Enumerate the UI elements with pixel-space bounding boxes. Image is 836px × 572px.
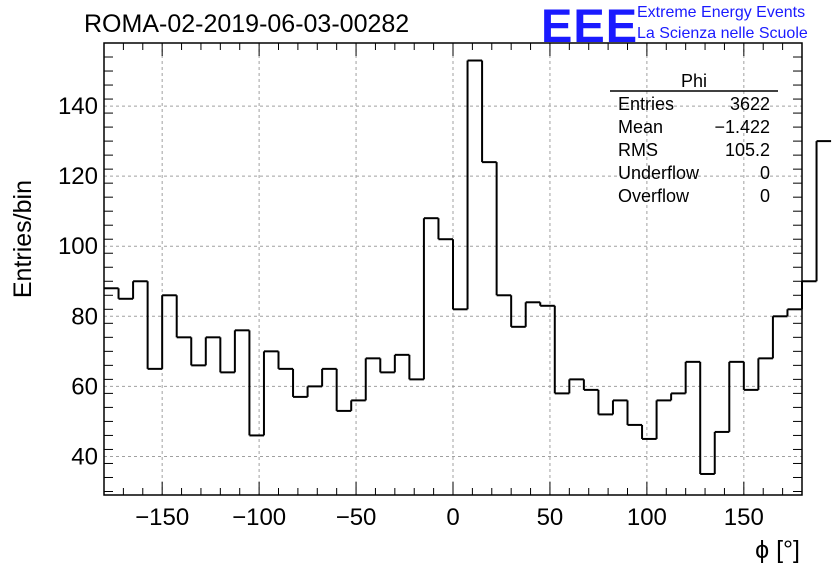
histogram-bin xyxy=(146,281,163,370)
histogram-bin xyxy=(117,288,134,300)
histogram-bin xyxy=(408,354,424,381)
histogram-bin xyxy=(582,379,599,391)
histogram-bin xyxy=(161,294,177,369)
stats-label: Mean xyxy=(618,117,663,137)
histogram-bin xyxy=(466,59,483,310)
stats-label: Underflow xyxy=(618,163,700,183)
histogram-bin xyxy=(728,360,744,432)
histogram-bin xyxy=(364,357,381,401)
histogram-bin xyxy=(452,239,468,311)
histogram-bin xyxy=(321,367,337,387)
stats-value: 105.2 xyxy=(725,140,770,160)
histogram-bin xyxy=(277,351,294,370)
y-tick-label: 80 xyxy=(71,303,98,330)
y-tick-label: 100 xyxy=(58,233,98,260)
histogram-bin xyxy=(670,392,686,401)
x-tick-label: 150 xyxy=(724,504,764,531)
histogram-bin xyxy=(713,430,730,474)
histogram-bin xyxy=(539,302,555,307)
stats-value: 0 xyxy=(760,163,770,183)
histogram-bin xyxy=(132,280,148,299)
histogram-series xyxy=(104,59,832,475)
histogram-bin xyxy=(350,399,366,411)
histogram-bin xyxy=(742,361,759,391)
histogram-bin xyxy=(786,308,802,317)
histogram-bin xyxy=(437,218,453,241)
histogram-bin xyxy=(641,424,657,440)
x-tick-label: 100 xyxy=(627,504,667,531)
histogram-bin xyxy=(568,378,584,394)
y-tick-label: 60 xyxy=(71,373,98,400)
histogram-bin xyxy=(655,399,672,439)
histogram-bin xyxy=(292,368,308,398)
stats-value: 0 xyxy=(760,186,770,206)
stats-label: Overflow xyxy=(618,186,690,206)
histogram-bin xyxy=(335,368,352,412)
histogram-bin xyxy=(175,295,192,339)
stats-box-title: Phi xyxy=(681,71,707,91)
histogram-bin xyxy=(495,162,512,297)
x-tick-label: 0 xyxy=(446,504,459,531)
histogram-bin xyxy=(510,295,526,328)
axis-tick-labels: −150 −100 −50 0 50 100 150 40 60 80 100 120 140 xyxy=(58,93,764,531)
histogram-bin xyxy=(306,385,323,397)
histogram-bin xyxy=(626,400,643,426)
y-tick-label: 140 xyxy=(58,93,98,120)
histogram-bin xyxy=(597,389,613,416)
stats-label: RMS xyxy=(618,140,658,160)
logo-line-2: La Scienza nelle Scuole xyxy=(637,25,808,42)
histogram-bin xyxy=(393,353,410,373)
y-tick-label: 120 xyxy=(58,163,98,190)
x-tick-label: −150 xyxy=(135,504,189,531)
stats-value: 3622 xyxy=(730,94,770,114)
histogram-bin xyxy=(422,217,439,380)
histogram-bin xyxy=(801,280,817,310)
chart-title: ROMA-02-2019-06-03-00282 xyxy=(84,10,410,38)
x-tick-label: −50 xyxy=(336,504,377,531)
histogram-bin xyxy=(233,329,250,373)
x-tick-label: 50 xyxy=(537,504,564,531)
stats-value: −1.422 xyxy=(714,117,770,137)
histogram-bin xyxy=(553,305,570,395)
histogram-bin xyxy=(219,337,235,374)
histogram-bin xyxy=(815,140,832,282)
histogram-bin xyxy=(204,336,221,366)
y-tick-label: 40 xyxy=(71,443,98,470)
histogram-bin xyxy=(611,399,628,415)
stats-box: Phi Entries 3622 Mean −1.422 RMS 105.2 Underflo… xyxy=(610,71,778,206)
histogram-bin xyxy=(379,358,395,374)
histogram-bin xyxy=(684,360,701,394)
histogram-bin xyxy=(757,357,773,390)
x-tick-label: −100 xyxy=(232,504,286,531)
x-axis-label: ϕ [°] xyxy=(755,536,800,564)
y-axis-label: Entries/bin xyxy=(9,180,37,298)
axis-ticks xyxy=(103,43,803,495)
histogram-bin xyxy=(481,60,497,164)
logo-line-1: Extreme Energy Events xyxy=(637,4,806,21)
histogram-bin xyxy=(771,315,788,359)
histogram-bin xyxy=(524,301,541,327)
histogram-bin xyxy=(262,350,279,436)
histogram-bin xyxy=(248,330,264,437)
histogram-bin xyxy=(699,361,715,475)
stats-label: Entries xyxy=(618,94,674,114)
histogram-bin xyxy=(190,337,206,367)
